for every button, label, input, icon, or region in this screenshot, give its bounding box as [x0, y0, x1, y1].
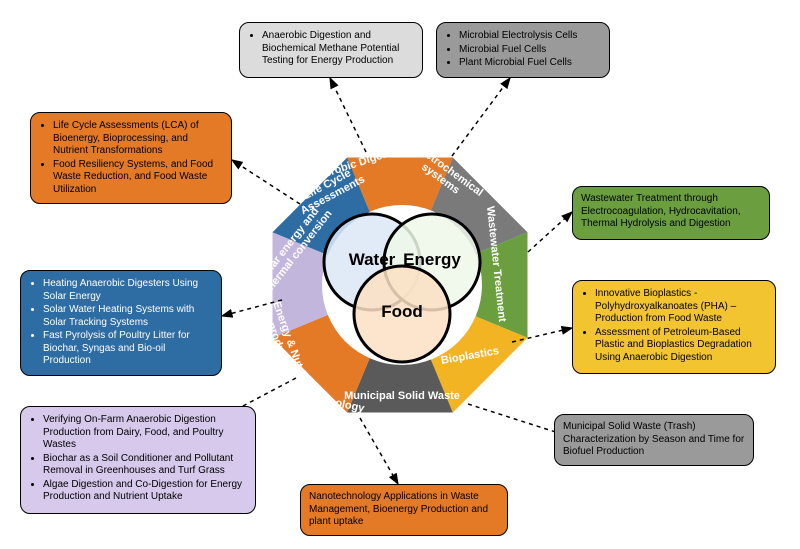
- callout-box-electrochemical: Microbial Electrolysis CellsMicrobial Fu…: [436, 22, 610, 78]
- callout-item: Heating Anaerobic Digesters Using Solar …: [43, 278, 213, 303]
- callout-item: Innovative Bioplastics - Polyhydroxyalka…: [595, 288, 767, 326]
- connector-solar_seg: [222, 300, 282, 316]
- connector-wastewater_seg: [528, 212, 572, 252]
- callout-item: Plant Microbial Fuel Cells: [459, 57, 601, 70]
- callout-box-bioplastics: Innovative Bioplastics - Polyhydroxyalka…: [572, 280, 776, 374]
- connector-nano_seg: [360, 418, 398, 484]
- callout-box-msw: Municipal Solid Waste (Trash) Characteri…: [554, 414, 754, 466]
- callout-box-anaerobic: Anaerobic Digestion and Biochemical Meth…: [239, 22, 423, 78]
- connector-lca_seg: [232, 160, 300, 204]
- connector-msw_seg: [468, 404, 568, 436]
- callout-item: Microbial Electrolysis Cells: [459, 30, 601, 43]
- callout-item: Microbial Fuel Cells: [459, 44, 601, 57]
- callout-item: Life Cycle Assessments (LCA) of Bioenerg…: [53, 120, 223, 158]
- callout-item: Anaerobic Digestion and Biochemical Meth…: [262, 30, 414, 68]
- callout-item: Algae Digestion and Co-Digestion for Ene…: [43, 479, 247, 504]
- callout-box-energynutrient: Verifying On-Farm Anaerobic Digestion Pr…: [20, 406, 256, 514]
- callout-item: Food Resiliency Systems, and Food Waste …: [53, 159, 223, 197]
- connector-electrochemical_seg: [452, 78, 510, 156]
- callout-item: Assessment of Petroleum-Based Plastic an…: [595, 327, 767, 365]
- diagram-canvas: WaterEnergyFoodAnaerobic DigestionElectr…: [0, 0, 800, 549]
- callout-item: Fast Pyrolysis of Poultry Litter for Bio…: [43, 330, 213, 368]
- callout-box-solar: Heating Anaerobic Digesters Using Solar …: [20, 270, 222, 376]
- callout-item: Solar Water Heating Systems with Solar T…: [43, 304, 213, 329]
- callout-box-lca: Life Cycle Assessments (LCA) of Bioenerg…: [30, 112, 232, 204]
- connector-bioplastics_seg: [512, 328, 572, 342]
- callout-item: Biochar as a Soil Conditioner and Pollut…: [43, 453, 247, 478]
- connector-anaerobic_seg: [330, 78, 366, 152]
- callout-item: Verifying On-Farm Anaerobic Digestion Pr…: [43, 414, 247, 452]
- callout-box-wastewater: Wastewater Treatment through Electrocoag…: [572, 186, 770, 240]
- callout-box-nano: Nanotechnology Applications in Waste Man…: [300, 484, 508, 536]
